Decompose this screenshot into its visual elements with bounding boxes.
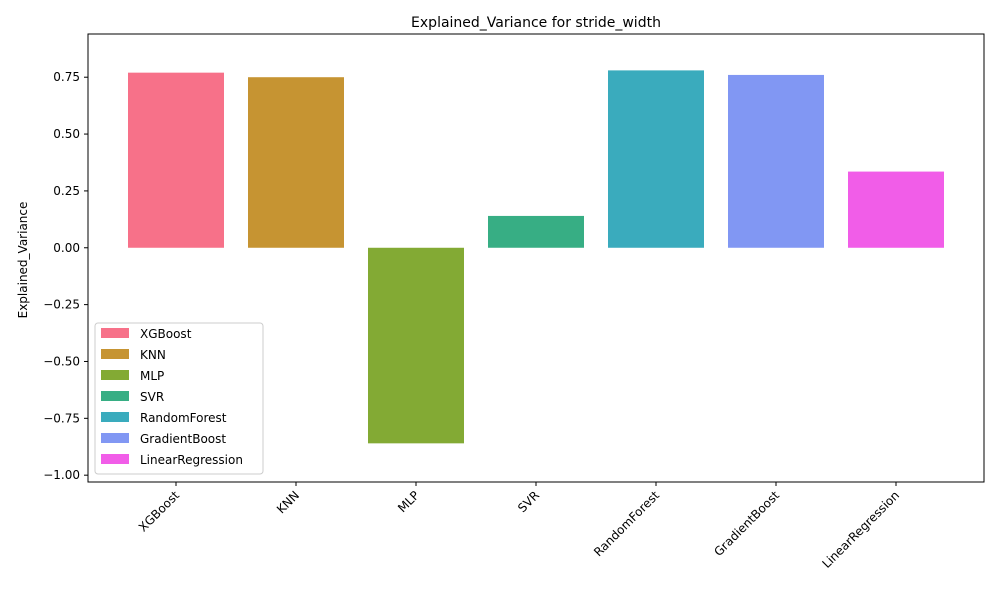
legend-label-svr: SVR [140,390,164,404]
bar-mlp [368,247,464,444]
y-tick-label: 0.50 [53,127,80,141]
bar-svr [488,215,584,248]
legend-swatch-randomforest [101,412,129,422]
bar-linearregression [848,171,944,248]
legend-label-knn: KNN [140,348,166,362]
bar-knn [248,77,344,248]
y-tick-label: −0.50 [43,354,80,368]
y-tick-label: 0.00 [53,241,80,255]
x-tick-label: GradientBoost [711,488,782,559]
legend-label-xgboost: XGBoost [140,327,192,341]
legend-label-linearregression: LinearRegression [140,453,243,467]
y-tick-label: 0.75 [53,70,80,84]
legend-swatch-gradientboost [101,433,129,443]
x-tick-label: XGBoost [136,488,182,534]
bar-gradientboost [728,74,824,248]
y-tick-label: −0.25 [43,298,80,312]
legend-swatch-mlp [101,370,129,380]
legend-swatch-linearregression [101,454,129,464]
x-tick-label: LinearRegression [819,488,902,571]
legend-label-gradientboost: GradientBoost [140,432,226,446]
x-tick-label: MLP [395,488,422,515]
x-tick-label: SVR [515,488,542,515]
y-tick-label: 0.25 [53,184,80,198]
bar-xgboost [128,72,224,248]
bar-randomforest [608,70,704,248]
legend-label-randomforest: RandomForest [140,411,227,425]
legend: XGBoost KNN MLP SVR RandomForest GradientBoos… [94,322,264,475]
y-axis-label: Explained_Variance [16,202,30,319]
y-tick-label: −1.00 [43,468,80,482]
legend-label-mlp: MLP [140,369,164,383]
x-tick-label: RandomForest [591,488,662,559]
chart-title: Explained_Variance for stride_width [411,15,661,31]
legend-swatch-xgboost [101,328,129,338]
legend-swatch-knn [101,349,129,359]
legend-box [94,322,264,475]
y-tick-label: −0.75 [43,411,80,425]
legend-swatch-svr [101,391,129,401]
x-tick-label: KNN [274,488,302,516]
plot-area: 0.75 0.50 0.25 0.00 −0.25 −0.50 −0.75 −1.00 XGBo… [43,33,985,571]
